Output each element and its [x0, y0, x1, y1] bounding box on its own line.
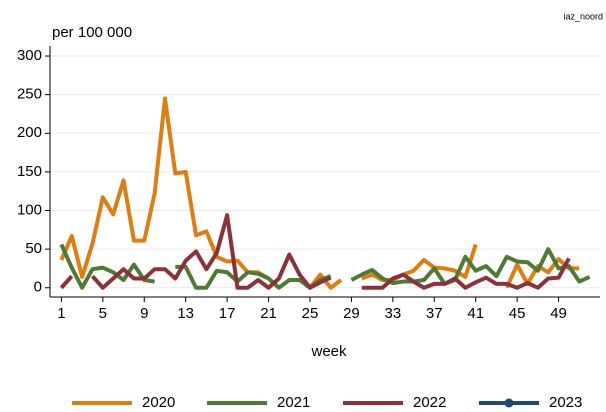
x-tick-label: 1 [57, 305, 65, 322]
legend-label: 2023 [549, 394, 582, 411]
y-tick-label: 0 [34, 279, 42, 296]
y-axis-label: per 100 000 [52, 24, 132, 41]
series-line [59, 274, 74, 290]
x-tick-label: 13 [177, 305, 194, 322]
legend-label: 2020 [142, 394, 175, 411]
legend-label: 2022 [413, 394, 446, 411]
chart-title: iaz_noord [563, 11, 603, 21]
y-tick-label: 200 [17, 124, 42, 141]
y-tick-label: 50 [25, 240, 42, 257]
series-line [361, 257, 571, 290]
x-tick-label: 41 [467, 305, 484, 322]
y-tick-label: 100 [17, 201, 42, 218]
x-tick-label: 17 [219, 305, 236, 322]
x-tick-label: 29 [343, 305, 360, 322]
y-tick-label: 250 [17, 86, 42, 103]
x-tick-label: 45 [509, 305, 526, 322]
legend-label: 2021 [277, 394, 310, 411]
series-line [90, 213, 332, 290]
x-tick-label: 37 [426, 305, 443, 322]
legend-marker [504, 398, 514, 408]
x-axis-label: week [310, 343, 347, 360]
x-tick-label: 49 [550, 305, 567, 322]
x-tick-label: 5 [99, 305, 107, 322]
x-tick-label: 21 [260, 305, 277, 322]
series-line [59, 243, 155, 290]
x-tick-label: 25 [302, 305, 319, 322]
y-tick-label: 300 [17, 47, 42, 64]
x-tick-label: 9 [140, 305, 148, 322]
y-tick-label: 150 [17, 163, 42, 180]
x-tick-label: 33 [384, 305, 401, 322]
